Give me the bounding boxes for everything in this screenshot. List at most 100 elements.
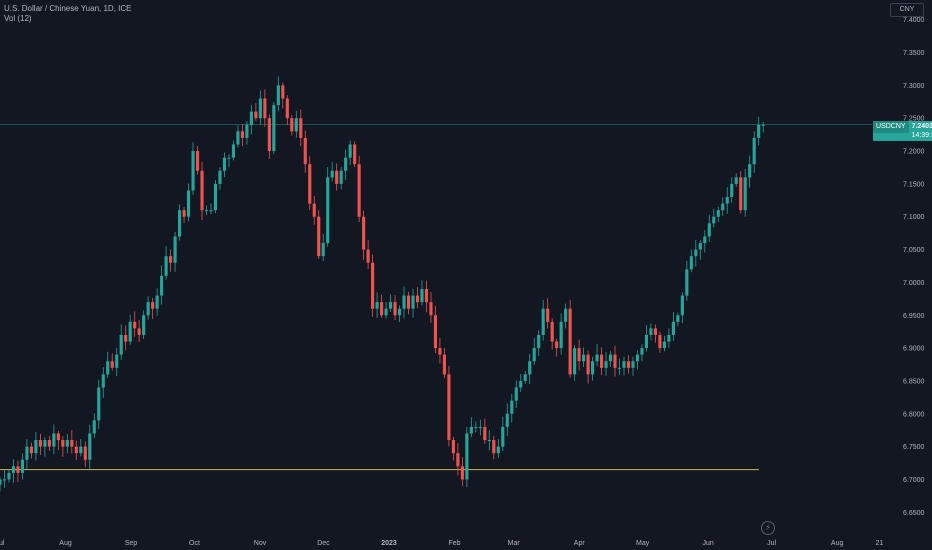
y-tick-label: 7.2500 xyxy=(903,116,925,123)
candle-body xyxy=(7,472,11,480)
x-tick-label: Aug xyxy=(831,540,844,547)
candle-body xyxy=(469,426,473,434)
candle-body xyxy=(730,183,734,198)
candle-body xyxy=(146,302,150,316)
x-tick-label: Jul xyxy=(767,540,776,547)
y-tick-label: 7.3000 xyxy=(903,83,925,90)
candle-body xyxy=(52,433,56,447)
candle-body xyxy=(128,321,132,342)
candle-body xyxy=(231,144,236,158)
candle-body xyxy=(420,288,424,303)
candle-body xyxy=(101,374,105,388)
candle-body xyxy=(626,361,631,368)
candle-body xyxy=(177,210,182,237)
candle-body xyxy=(169,256,173,263)
candle-body xyxy=(564,308,568,322)
candle-body xyxy=(276,85,280,106)
candle-body xyxy=(451,440,455,454)
candle-body xyxy=(478,426,482,428)
candle-body xyxy=(326,177,330,244)
candle-body xyxy=(712,216,716,224)
candle-body xyxy=(2,479,7,481)
candle-body xyxy=(303,137,307,165)
y-tick-label: 6.6500 xyxy=(903,510,925,517)
candle-body xyxy=(362,216,366,250)
candle-body xyxy=(662,341,666,349)
candle-body xyxy=(573,348,577,375)
lightning-bolt-icon[interactable]: ⚡ xyxy=(761,521,775,535)
candle-body xyxy=(249,111,253,125)
last-price-value: 7.2403 xyxy=(911,123,932,130)
candle-body xyxy=(739,177,743,211)
candle-body xyxy=(406,295,411,309)
candle-body xyxy=(339,170,343,184)
candle-body xyxy=(124,334,128,342)
candle-body xyxy=(743,177,747,211)
x-tick-label: 2023 xyxy=(381,540,397,547)
candle-body xyxy=(465,433,469,480)
candle-body xyxy=(308,164,312,204)
bar-countdown: 14:39:30 xyxy=(911,132,932,139)
candle-body xyxy=(555,341,559,349)
candle-body xyxy=(236,131,240,145)
candle-body xyxy=(635,354,640,362)
candle-body xyxy=(321,243,325,257)
candle-body xyxy=(34,440,38,454)
y-tick-label: 6.8000 xyxy=(903,411,925,418)
candle-body xyxy=(294,118,298,132)
y-tick-label: 7.1500 xyxy=(903,181,925,188)
candle-body xyxy=(182,210,186,217)
candle-body xyxy=(11,466,16,473)
candle-body xyxy=(487,440,491,442)
candle-body xyxy=(501,426,505,447)
candle-body xyxy=(142,315,146,335)
candle-body xyxy=(568,308,572,375)
candle-body xyxy=(110,361,114,368)
candle-body xyxy=(97,387,101,421)
candle-body xyxy=(74,446,78,454)
candle-body xyxy=(613,354,617,368)
candle-body xyxy=(658,334,662,349)
candle-body xyxy=(380,302,384,316)
candle-body xyxy=(213,183,218,211)
candle-body xyxy=(411,295,415,309)
x-tick-label: Sep xyxy=(125,540,138,547)
volume-indicator-label[interactable]: Vol (12) xyxy=(4,14,32,23)
candle-body xyxy=(393,302,397,316)
y-tick-label: 7.0000 xyxy=(903,280,925,287)
candle-body xyxy=(79,446,83,454)
candle-body xyxy=(734,177,738,184)
candle-body xyxy=(532,348,536,362)
candle-body xyxy=(348,144,352,158)
candle-body xyxy=(456,453,460,467)
candle-body xyxy=(761,124,765,126)
candle-body xyxy=(442,354,446,375)
candle-body xyxy=(685,269,689,296)
candle-body xyxy=(151,302,155,309)
y-tick-label: 7.0500 xyxy=(903,247,925,254)
candle-body xyxy=(70,440,74,447)
x-tick-label: Nov xyxy=(254,540,267,547)
candle-body xyxy=(397,308,402,316)
candle-body xyxy=(492,440,496,454)
candle-body xyxy=(344,157,348,171)
currency-label[interactable]: CNY xyxy=(890,3,924,17)
last-price-tag: USDCNY 7.2403 14:39:30 xyxy=(873,121,932,141)
candle-body xyxy=(133,321,137,329)
candle-body xyxy=(667,334,671,342)
candle-body xyxy=(240,131,244,138)
candle-body xyxy=(537,334,541,349)
x-tick-label: Mar xyxy=(508,540,521,547)
candle-body xyxy=(200,170,204,211)
candle-body xyxy=(353,144,357,165)
candle-body xyxy=(622,361,626,368)
candle-body xyxy=(267,118,271,152)
candle-body xyxy=(195,151,200,171)
candle-body xyxy=(721,203,725,211)
candle-body xyxy=(429,302,433,316)
candle-body xyxy=(164,256,168,276)
y-tick-label: 6.7500 xyxy=(903,444,925,451)
candle-body xyxy=(29,446,33,454)
candle-body xyxy=(644,334,649,349)
